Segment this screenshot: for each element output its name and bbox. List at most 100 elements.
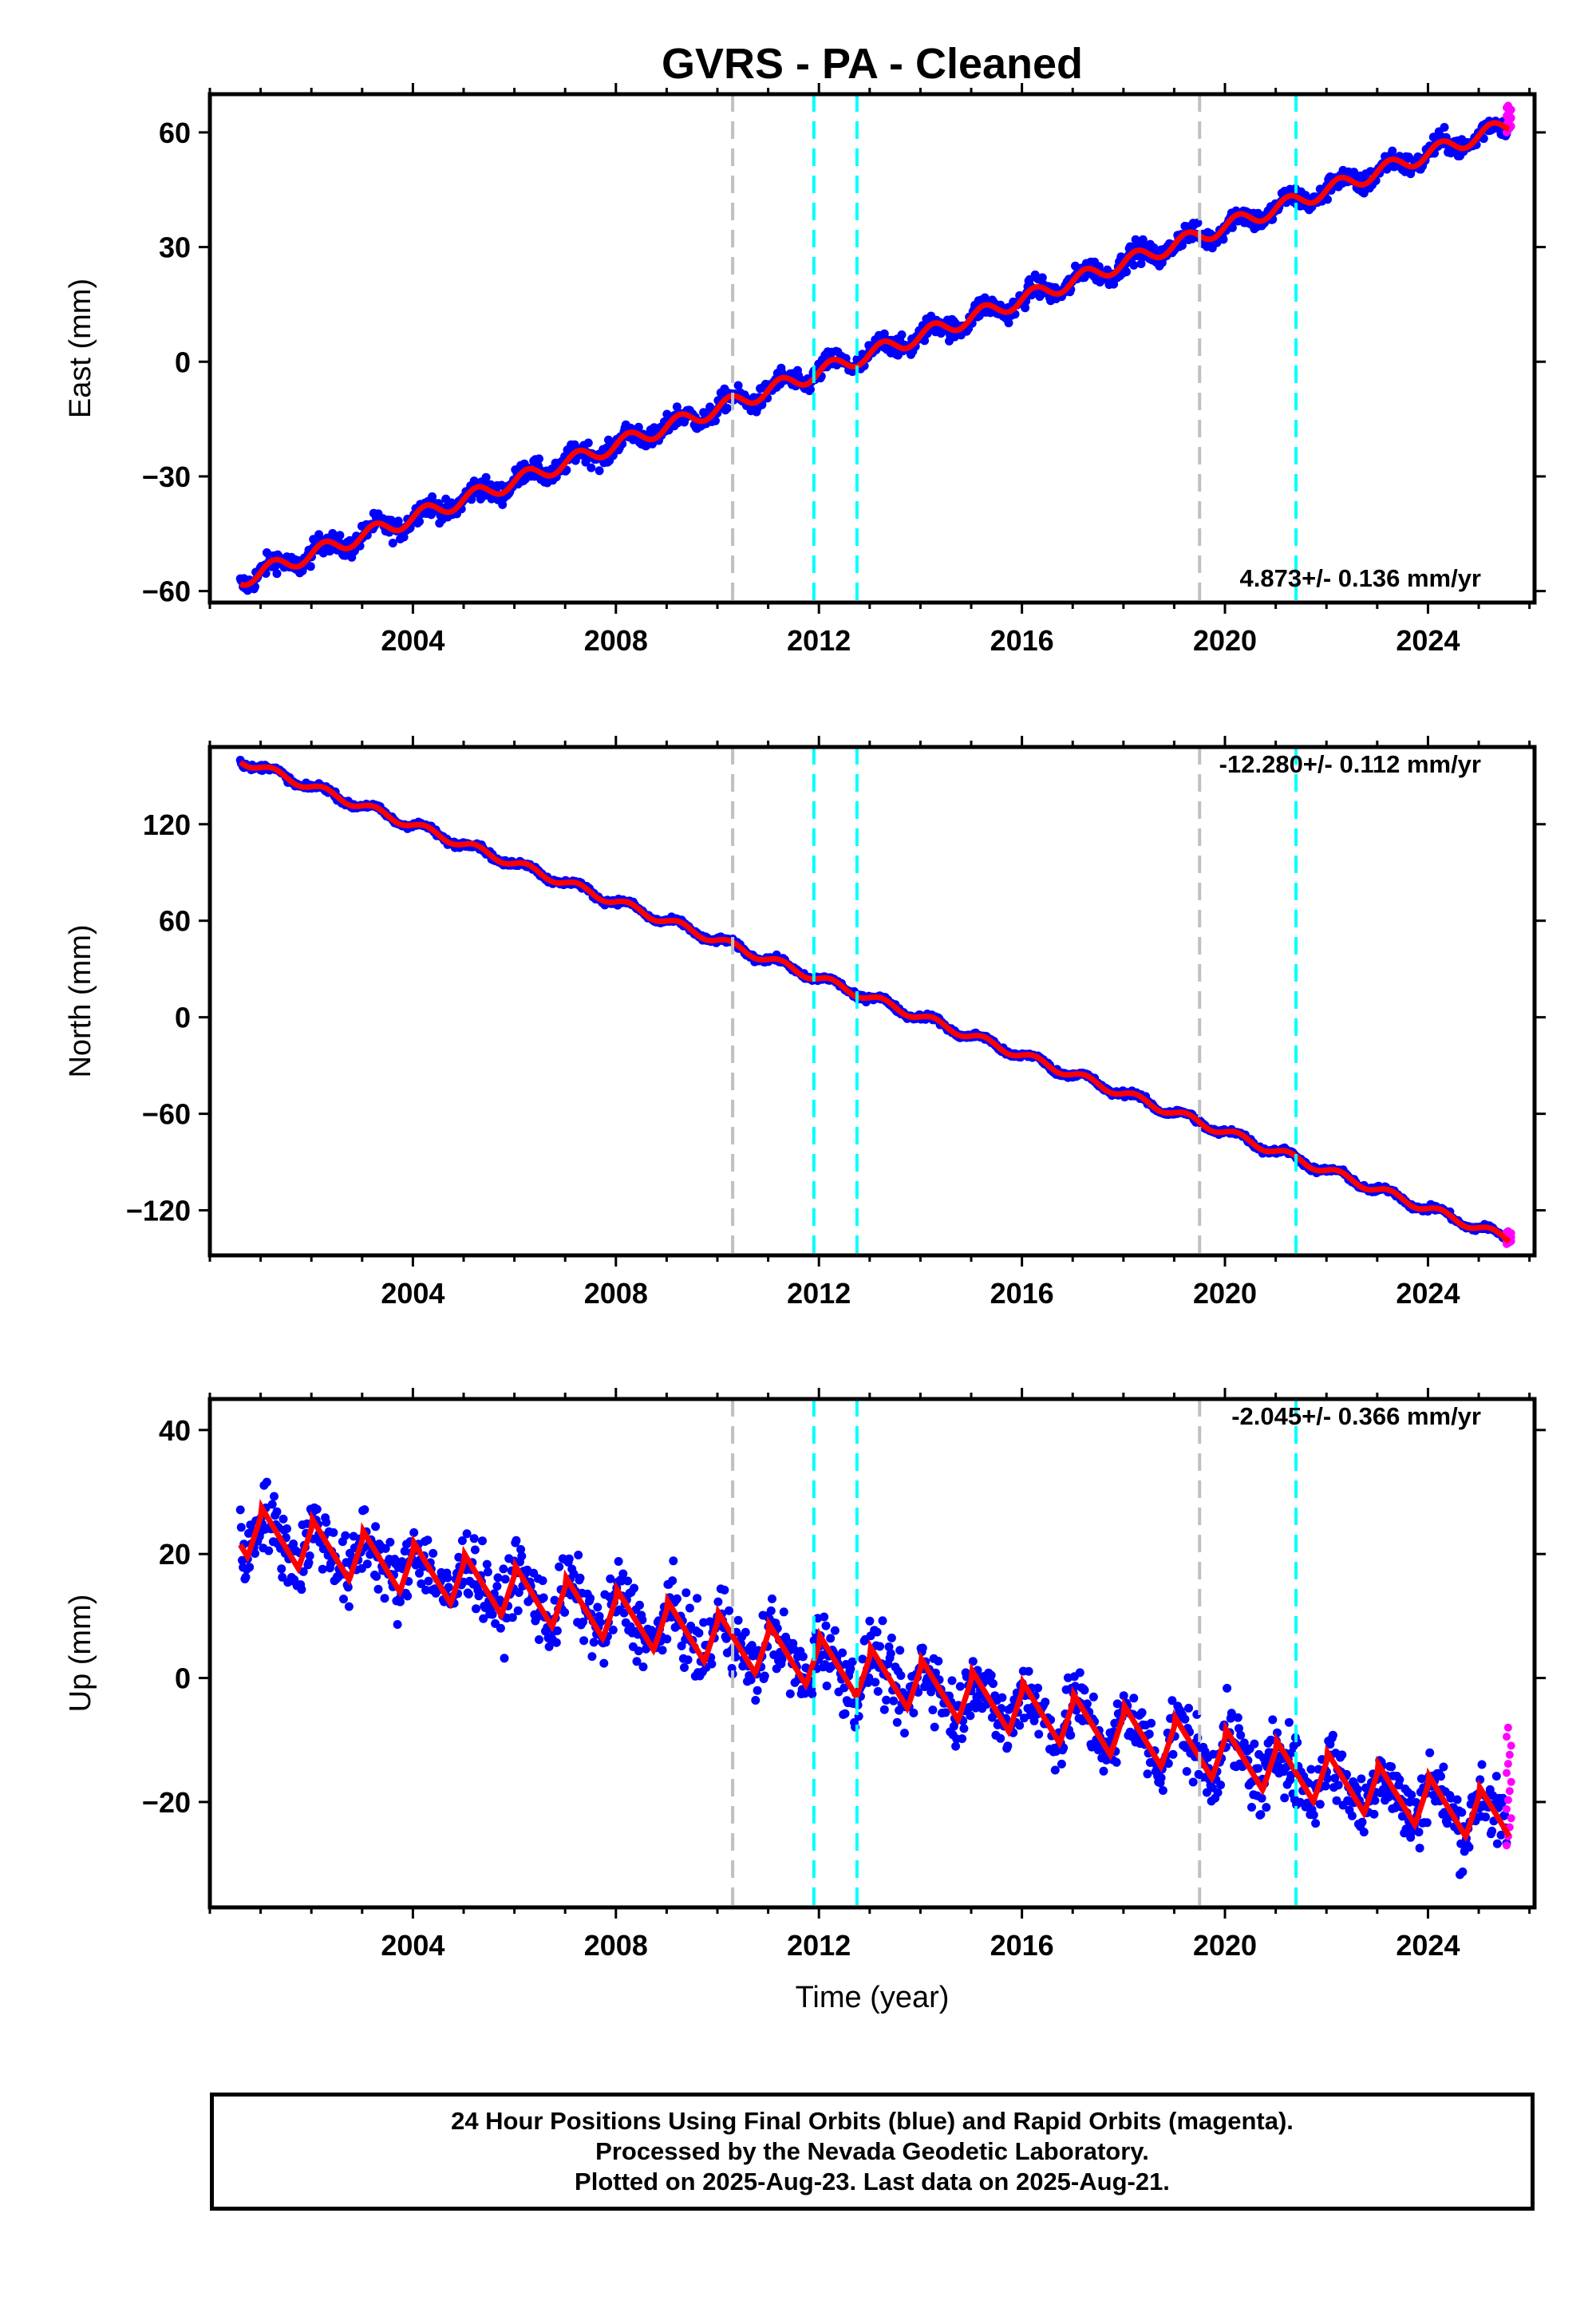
data-point: [593, 1603, 602, 1612]
data-point: [362, 1559, 372, 1569]
final-orbit-points: [235, 1477, 1511, 1879]
data-point: [472, 1604, 480, 1614]
data-point: [235, 1505, 245, 1515]
data-point: [335, 531, 345, 540]
data-point: [322, 1518, 331, 1527]
data-point: [879, 329, 889, 338]
data-point: [606, 1574, 615, 1583]
data-point: [840, 1709, 850, 1718]
data-point: [1080, 1686, 1089, 1695]
data-point: [989, 1679, 998, 1689]
x-tick-label: 2012: [787, 1277, 851, 1310]
rapid-point: [1507, 1814, 1515, 1823]
rapid-point: [1503, 1733, 1511, 1741]
plot-frame: [207, 92, 1537, 605]
data-point: [314, 530, 324, 539]
plot-frame: [207, 745, 1537, 1258]
data-point: [1168, 1749, 1178, 1759]
data-point: [934, 1656, 943, 1666]
data-point: [564, 1554, 574, 1563]
y-tick-label: −120: [126, 1195, 191, 1227]
panel-east: 60 30 0 −30 −60 East (mm) 2004 2008 2012 2016 2020…: [64, 83, 1546, 657]
rapid-point: [1503, 1796, 1512, 1804]
data-point: [304, 1558, 314, 1567]
data-point: [826, 1634, 836, 1643]
data-point: [1223, 1683, 1232, 1693]
data-point: [889, 1696, 899, 1705]
data-point: [949, 1721, 958, 1731]
data-point: [587, 463, 596, 472]
data-point: [1422, 1818, 1432, 1828]
y-tick-label: −30: [142, 460, 191, 493]
data-point: [968, 1657, 978, 1666]
x-tick-label: 2008: [584, 1277, 648, 1310]
data-point: [800, 1689, 810, 1698]
data-point: [1273, 1728, 1282, 1737]
data-point: [1075, 1668, 1084, 1678]
data-point: [312, 1504, 322, 1514]
data-point: [1359, 1828, 1369, 1837]
data-point: [1119, 1691, 1128, 1701]
footer-caption-box: 24 Hour Positions Using Final Orbits (bl…: [210, 2093, 1535, 2211]
data-point: [1180, 1714, 1190, 1724]
data-point: [343, 1583, 353, 1592]
data-point: [297, 1585, 306, 1595]
data-point: [617, 1576, 626, 1586]
data-point: [892, 1717, 902, 1727]
data-point: [1003, 1741, 1013, 1751]
data-point: [865, 1616, 875, 1626]
data-point: [329, 1528, 338, 1537]
rapid-point: [1503, 1227, 1512, 1235]
data-point: [457, 1536, 467, 1545]
data-point: [1254, 1764, 1262, 1773]
data-point: [429, 1548, 438, 1558]
data-point: [1029, 1716, 1039, 1725]
data-point: [1227, 223, 1237, 232]
data-point: [630, 1583, 639, 1593]
data-point: [569, 1569, 579, 1579]
data-point: [1387, 1762, 1396, 1772]
rapid-point: [1503, 101, 1512, 110]
data-point: [508, 1613, 517, 1622]
data-point: [1284, 1717, 1294, 1727]
data-point: [481, 472, 491, 482]
data-point: [1257, 1793, 1266, 1803]
data-point: [634, 422, 643, 432]
y-tick-label: 0: [175, 1662, 191, 1695]
x-axis-label: Time (year): [796, 1981, 950, 2014]
data-point: [713, 1597, 723, 1607]
final-orbit-points: [235, 117, 1511, 595]
data-point: [693, 1594, 702, 1603]
data-point: [996, 1733, 1005, 1743]
data-point: [707, 1659, 717, 1669]
data-point: [318, 1564, 327, 1574]
data-point: [1458, 1867, 1468, 1876]
data-point: [583, 438, 593, 448]
data-point: [846, 1664, 855, 1674]
data-point: [1099, 1766, 1108, 1776]
data-point: [306, 562, 315, 571]
panel-north: 120 60 0 −60 −120 North (mm) 2004 2008 2012 2016 2…: [64, 736, 1546, 1310]
x-tick-label: 2020: [1193, 624, 1257, 657]
data-point: [951, 1741, 961, 1751]
model-fit-line: [238, 760, 1511, 1244]
data-point: [966, 1711, 975, 1721]
data-point: [415, 517, 424, 526]
data-point: [1347, 1811, 1357, 1820]
data-point: [638, 1662, 648, 1672]
data-point: [328, 528, 338, 538]
y-axis-label: Up (mm): [64, 1595, 97, 1713]
data-point: [1328, 1730, 1337, 1740]
data-point: [930, 1722, 939, 1732]
data-point: [270, 1492, 279, 1501]
y-tick-label: 60: [159, 117, 191, 149]
data-point: [1440, 123, 1449, 132]
data-point: [1021, 303, 1030, 313]
data-point: [1236, 1730, 1246, 1740]
data-point: [1388, 146, 1397, 156]
data-point: [871, 1678, 880, 1687]
y-axis-label: North (mm): [64, 924, 97, 1077]
data-point: [1188, 1777, 1198, 1787]
data-point: [751, 1696, 760, 1705]
data-point: [298, 1567, 308, 1576]
